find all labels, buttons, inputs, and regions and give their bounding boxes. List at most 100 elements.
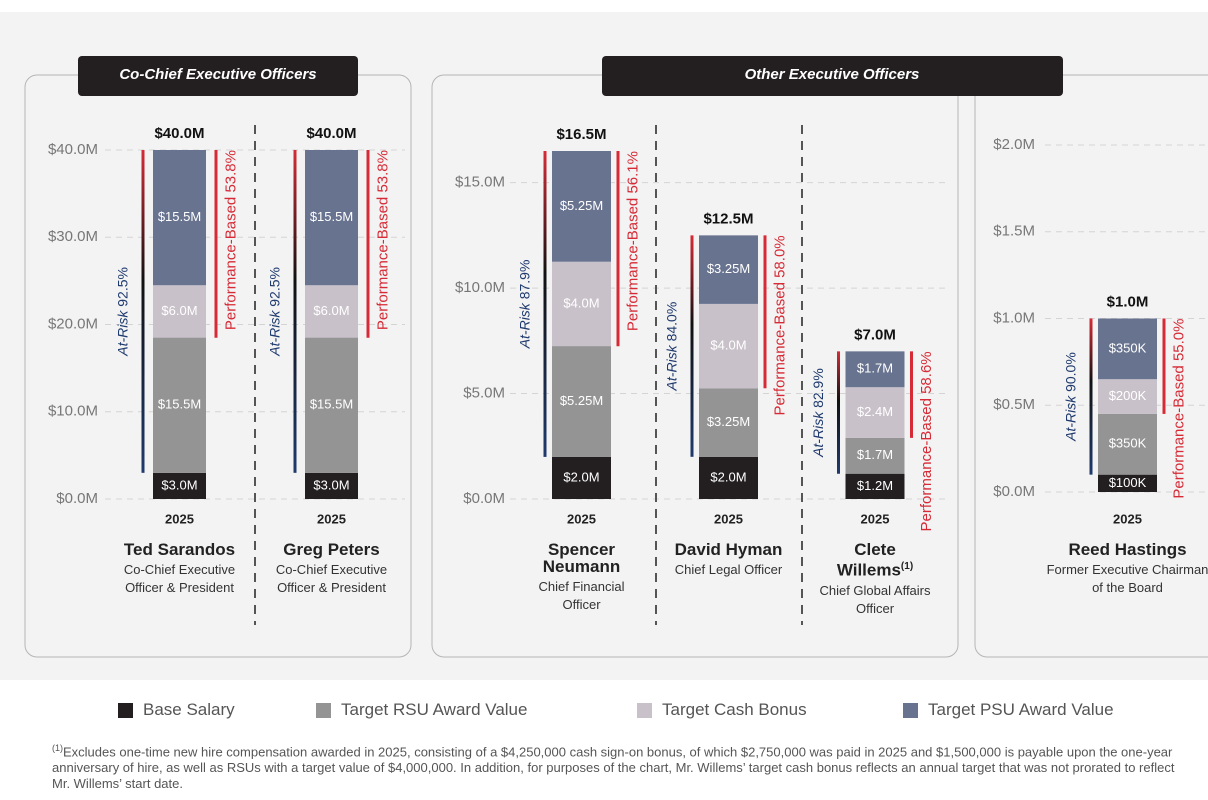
value-label: $2.0M [710,469,746,484]
person-name: Greg Peters [257,541,407,558]
value-label: $6.0M [161,303,197,318]
bar-segment [1098,379,1157,414]
person: Reed Hastings Former Executive Chairman o… [1043,541,1208,597]
bar-segment [153,150,206,286]
bar-segment [845,437,905,474]
value-label: $3.25M [707,414,750,429]
value-label: $6.0M [313,303,349,318]
performance-title: Performance-Based [624,198,641,331]
bar-segment [1098,474,1157,492]
person-role: Chief Legal Officer [674,562,783,577]
x-tick-label: 2025 [317,511,346,526]
person-role: Chief Global Affairs Officer [819,582,931,616]
legend-label: Target RSU Award Value [341,700,528,719]
value-label: $3.25M [707,261,750,276]
performance-line [763,235,767,389]
value-label: $3.0M [313,477,349,492]
legend-swatch [316,702,331,718]
at-risk-label: At-Risk 92.5% [114,267,130,357]
performance-title: Performance-Based [1170,365,1187,498]
y-tick-label: $30.0M [48,228,98,245]
value-label: $15.5M [158,209,201,224]
bar-segment [699,456,758,499]
bar-segment [699,388,758,457]
at-risk-title: At-Risk [114,310,130,357]
performance-label: Performance-Based 53.8% [222,150,239,330]
person-name-text: Ted Sarandos [123,540,236,559]
performance-value: 53.8% [374,150,391,193]
legend-swatch [637,702,652,718]
y-tick-label: $0.5M [993,396,1035,413]
legend-item: Target Cash Bonus [637,700,807,720]
value-label: $5.25M [560,198,603,213]
panel-header [602,56,1063,96]
at-risk-value: 87.9% [516,260,532,300]
value-label: $15.5M [310,209,353,224]
at-risk-line [1089,318,1093,475]
bar-segment [153,472,206,499]
performance-line [366,150,370,338]
panel-header [78,56,358,96]
legend-item: Target PSU Award Value [903,700,1114,720]
panel-title: Other Executive Officers [745,66,920,83]
legend-label: Base Salary [143,700,235,719]
performance-value: 55.0% [1170,319,1187,362]
at-risk-line [690,235,694,457]
person: Spencer Neumann Chief Financial Officer [522,541,642,614]
x-tick-label: 2025 [165,511,194,526]
y-tick-label: $10.0M [48,403,98,420]
y-tick-label: $0.0M [56,490,98,507]
value-label: $15.5M [158,397,201,412]
performance-title: Performance-Based [222,197,239,330]
person-role: Former Executive Chairman of the Board [1046,562,1208,595]
person-name: Spencer Neumann [522,541,642,575]
person: Greg Peters Co-Chief Executive Officer & … [257,541,407,597]
performance-title: Performance-Based [771,282,788,415]
bar-segment [305,285,358,338]
at-risk-line [837,351,840,474]
y-tick-label: $2.0M [993,136,1035,153]
at-risk-value: 92.5% [114,267,130,307]
bar-segment [699,303,758,389]
legend-item: Base Salary [118,700,235,720]
bar-segment [1098,413,1157,475]
value-label: $2.0M [563,469,599,484]
person-name: David Hyman [669,541,789,558]
person: David Hyman Chief Legal Officer [669,541,789,579]
x-tick-label: 2025 [861,511,890,526]
total-label: $12.5M [703,210,753,227]
value-label: $100K [1109,475,1147,490]
legend-label: Target PSU Award Value [928,700,1114,719]
performance-label: Performance-Based 58.6% [918,351,935,531]
person-name-text: David Hyman [674,540,783,559]
bar-segment [845,473,905,499]
footnote-text: Excludes one-time new hire compensation … [52,744,1175,792]
at-risk-label: At-Risk 92.5% [266,267,282,357]
person-name-text: Spencer Neumann [542,540,621,576]
person-name-text: Reed Hastings [1068,540,1187,559]
legend-swatch [903,702,918,718]
at-risk-line [543,151,547,457]
total-label: $40.0M [306,125,356,142]
value-label: $3.0M [161,477,197,492]
performance-label: Performance-Based 53.8% [374,150,391,330]
total-label: $40.0M [154,125,204,142]
at-risk-label: At-Risk 84.0% [663,302,679,392]
at-risk-label: At-Risk 82.9% [810,368,826,458]
person-role: Chief Financial Officer [538,579,625,612]
y-tick-label: $20.0M [48,315,98,332]
bar-segment [153,337,206,473]
y-tick-label: $1.5M [993,223,1035,240]
at-risk-value: 82.9% [810,368,826,408]
legend: Base Salary Target RSU Award Value Target … [0,700,1208,724]
value-label: $4.0M [710,338,746,353]
performance-value: 58.6% [918,351,935,394]
x-tick-label: 2025 [714,511,743,526]
bar-segment [305,337,358,473]
value-label: $1.7M [857,361,893,376]
value-label: $350K [1109,340,1147,355]
performance-value: 53.8% [222,150,239,193]
bar-segment [1098,318,1157,380]
